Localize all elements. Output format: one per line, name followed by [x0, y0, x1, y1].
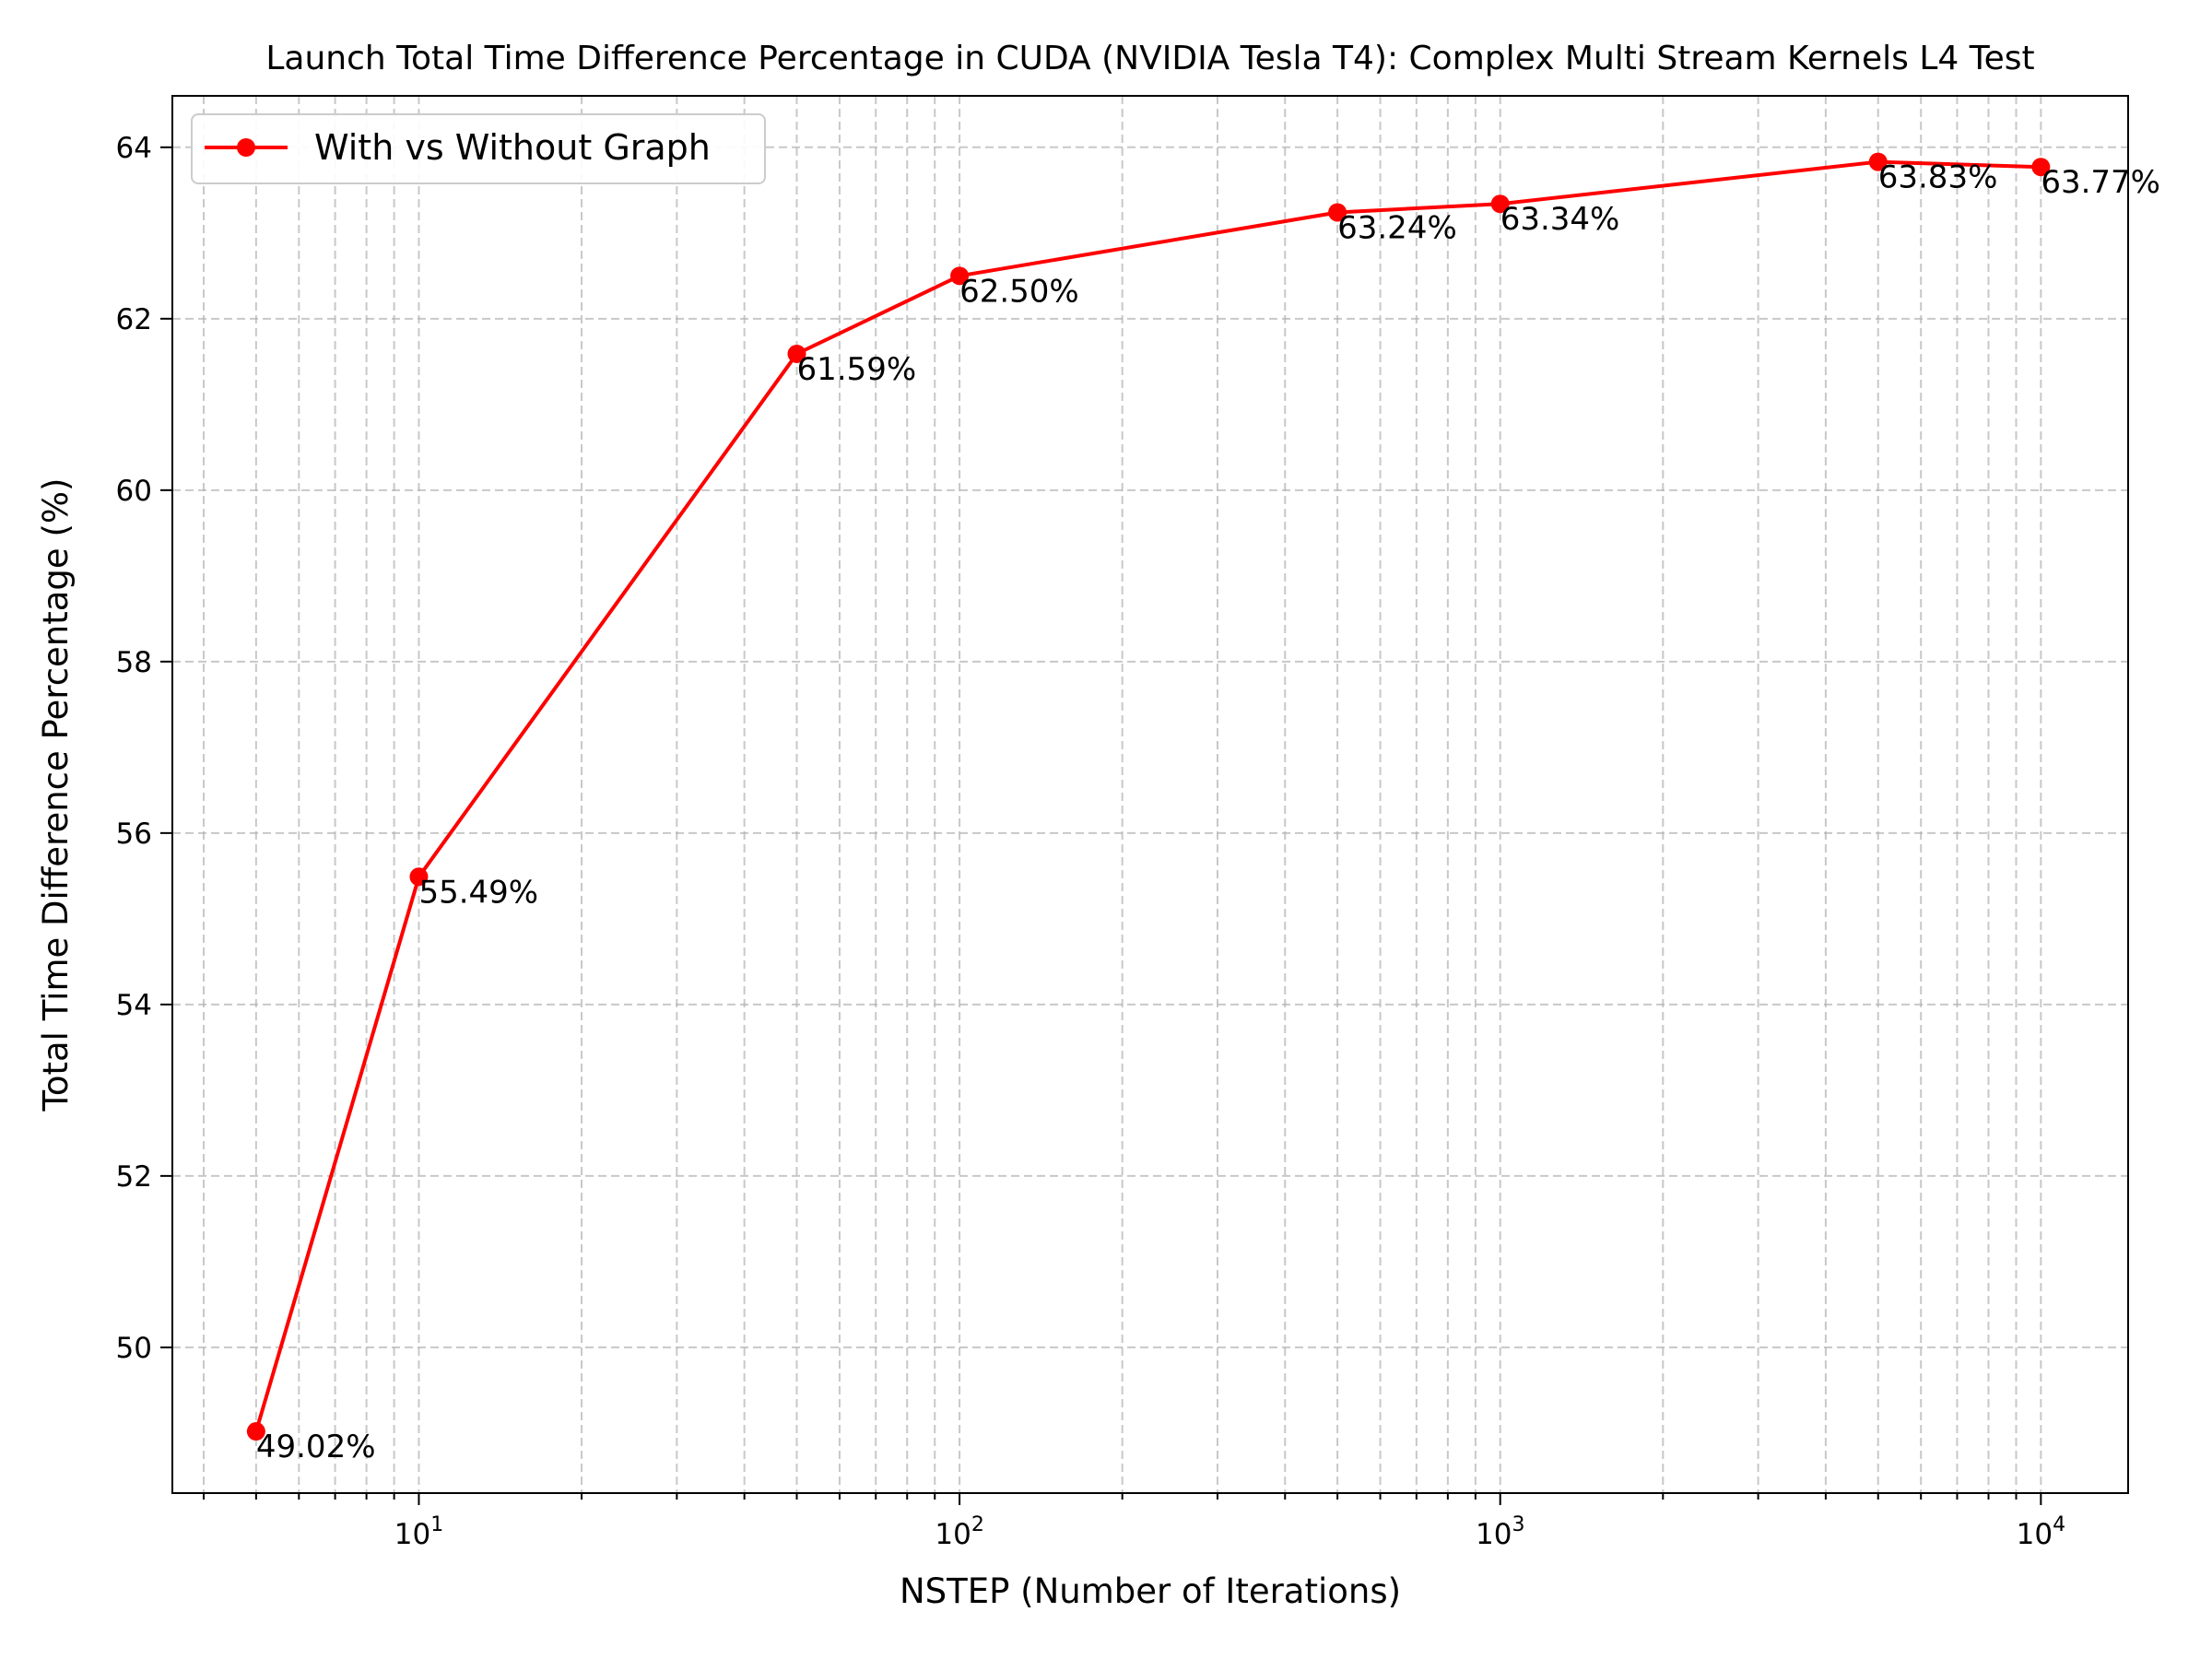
y-tick-label: 60	[116, 475, 152, 508]
axis-ticks: 101 102 103 104 50 52 54 56 58 60 62 64	[116, 132, 2066, 1551]
data-point-marker	[787, 344, 806, 363]
data-point-marker	[1868, 152, 1888, 171]
data-label: 49.02%	[256, 1429, 376, 1465]
y-tick-label: 62	[116, 303, 152, 336]
x-tick-label: 103	[1476, 1513, 1524, 1551]
x-tick-label: 102	[935, 1513, 983, 1551]
series-line	[253, 159, 2041, 1432]
data-label: 63.24%	[1337, 209, 1457, 246]
data-point-marker	[1328, 203, 1347, 222]
x-axis-label: NSTEP (Number of Iterations)	[900, 1571, 1401, 1611]
data-label: 63.34%	[1500, 201, 1620, 238]
y-tick-label: 50	[116, 1332, 152, 1365]
legend-marker	[237, 138, 255, 157]
y-tick-label: 58	[116, 646, 152, 679]
legend: With vs Without Graph	[191, 113, 766, 184]
data-point-marker	[246, 1422, 265, 1441]
legend-box	[191, 113, 766, 184]
y-tick-label: 64	[116, 132, 152, 165]
data-label: 63.83%	[1878, 159, 1998, 196]
data-point-marker	[409, 867, 429, 887]
data-label: 63.77%	[2041, 164, 2160, 201]
legend-label: With vs Without Graph	[314, 127, 711, 168]
x-tick-label: 101	[394, 1513, 443, 1551]
data-point-marker	[2031, 158, 2051, 177]
y-tick-label: 52	[116, 1160, 152, 1194]
data-point-marker	[1490, 194, 1510, 214]
y-axis-label: Total Time Difference Percentage (%)	[36, 478, 76, 1112]
data-point-marker	[950, 266, 970, 286]
chart-title: Launch Total Time Difference Percentage …	[265, 40, 2034, 77]
plot-area-frame	[171, 95, 2129, 1494]
y-tick-label: 54	[116, 989, 152, 1022]
data-label: 62.50%	[959, 273, 1079, 310]
data-label: 55.49%	[418, 874, 538, 911]
series-layer: 49.02% 55.49% 61.59% 62.50% 63.24% 63.34% 63.8…	[246, 152, 2160, 1465]
y-tick-label: 56	[116, 818, 152, 851]
data-label: 61.59%	[796, 351, 916, 388]
x-tick-label: 104	[2017, 1513, 2065, 1551]
